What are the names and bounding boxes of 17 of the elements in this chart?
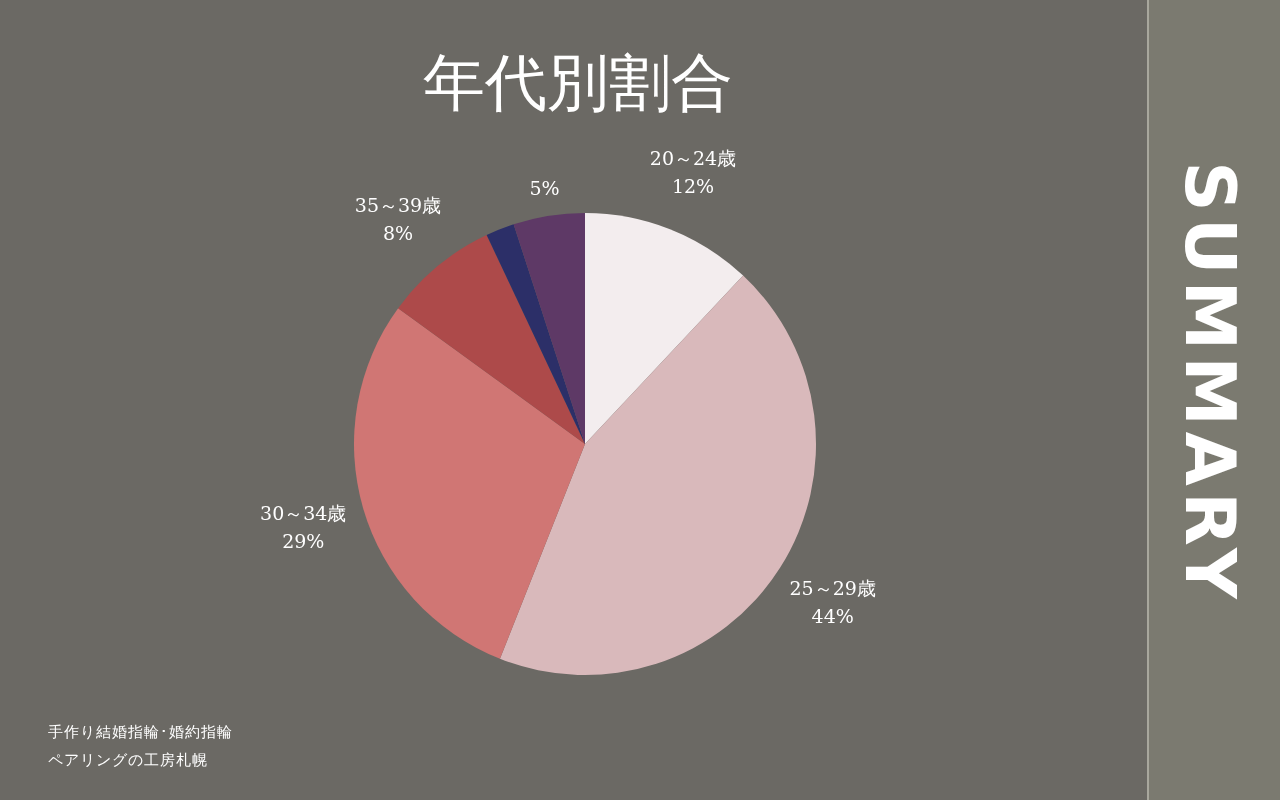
data-label: 29%: [282, 529, 325, 552]
slice-label: 25～29歳: [789, 577, 876, 600]
slice-label: 30～34歳: [260, 501, 347, 524]
text: SUMMARY: [1169, 161, 1251, 605]
text: 手作り結婚指輪･婚約指輪: [48, 723, 233, 741]
text: ペアリングの工房札幌: [48, 751, 208, 769]
slice-label: 35～39歳: [354, 193, 442, 216]
chart-title: 年代別割合: [423, 46, 733, 119]
pie-slice: [486, 224, 585, 444]
data-label: 8%: [382, 221, 414, 244]
pie-slice: [585, 213, 744, 444]
pie-slice: [354, 308, 585, 659]
data-label: 5%: [529, 177, 560, 200]
data-label: 12%: [671, 175, 715, 198]
data-label: 44%: [811, 605, 854, 628]
slice-label: 20～24歳: [649, 147, 737, 170]
pie-slice: [513, 213, 585, 444]
